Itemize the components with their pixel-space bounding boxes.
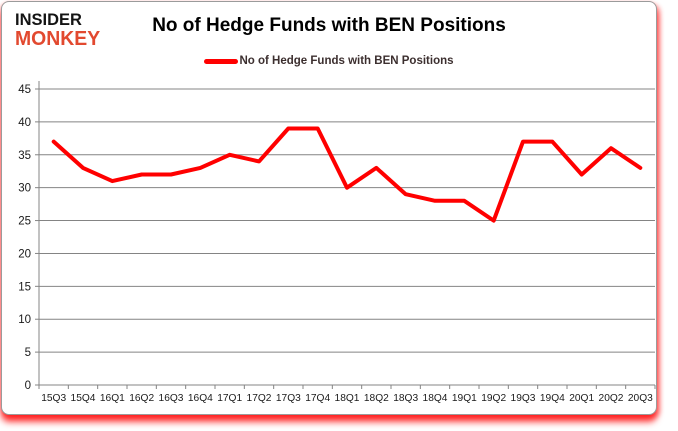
x-axis-label: 17Q2: [247, 393, 272, 404]
x-axis-label: 19Q2: [481, 393, 506, 404]
x-axis-label: 15Q4: [71, 393, 96, 404]
x-axis-label: 16Q2: [129, 393, 154, 404]
x-axis-label: 18Q1: [335, 393, 360, 404]
logo-text-insider: INSIDER: [15, 10, 82, 29]
chart-plot-area: 0 5 10 15 20 25 30 35 40 45 15Q3 15Q4 16Q1 16Q2 16Q3 16…: [2, 2, 656, 414]
chart-title: No of Hedge Funds with BEN Positions: [152, 15, 506, 36]
x-axis-label: 20Q3: [628, 393, 653, 404]
legend-line-swatch: [204, 58, 239, 64]
chart-canvas: 0 5 10 15 20 25 30 35 40 45 15Q3 15Q4 16Q1 16Q2 16Q3 16…: [18, 81, 656, 404]
x-axis-label: 16Q4: [188, 393, 213, 404]
y-axis-label: 10: [18, 314, 31, 326]
y-axis-label: 0: [25, 380, 31, 392]
logo-text-monkey: MONKEY: [15, 28, 101, 50]
y-axis-label: 45: [18, 84, 31, 96]
insider-monkey-logo: INSIDER MONKEY: [15, 11, 100, 49]
y-axis-label: 5: [25, 347, 31, 359]
x-axis-label: 20Q2: [599, 393, 624, 404]
x-axis-label: 19Q4: [540, 393, 565, 404]
y-axis-label: 30: [18, 183, 31, 195]
x-axis-label: 17Q4: [305, 393, 330, 404]
x-axis-label: 20Q1: [569, 393, 594, 404]
x-axis-label: 16Q1: [100, 393, 125, 404]
x-axis-label: 17Q1: [217, 393, 242, 404]
x-axis-label: 16Q3: [159, 393, 184, 404]
y-axis-label: 40: [18, 117, 31, 129]
chart-legend: No of Hedge Funds with BEN Positions: [2, 55, 656, 67]
chart-panel: INSIDER MONKEY No of Hedge Funds with BE…: [1, 1, 657, 415]
x-axis-label: 19Q3: [511, 393, 536, 404]
y-axis-label: 35: [18, 150, 31, 162]
y-axis-label: 15: [18, 281, 31, 293]
x-axis-label: 17Q3: [276, 393, 301, 404]
x-axis-label: 15Q3: [41, 393, 66, 404]
x-axis-label: 18Q2: [364, 393, 389, 404]
y-axis-label: 20: [18, 248, 31, 260]
legend-label: No of Hedge Funds with BEN Positions: [239, 55, 454, 67]
x-axis-label: 19Q1: [452, 393, 477, 404]
x-axis-label: 18Q4: [423, 393, 448, 404]
x-axis-label: 18Q3: [393, 393, 418, 404]
series-line: [51, 126, 643, 223]
y-axis-label: 25: [18, 216, 31, 228]
